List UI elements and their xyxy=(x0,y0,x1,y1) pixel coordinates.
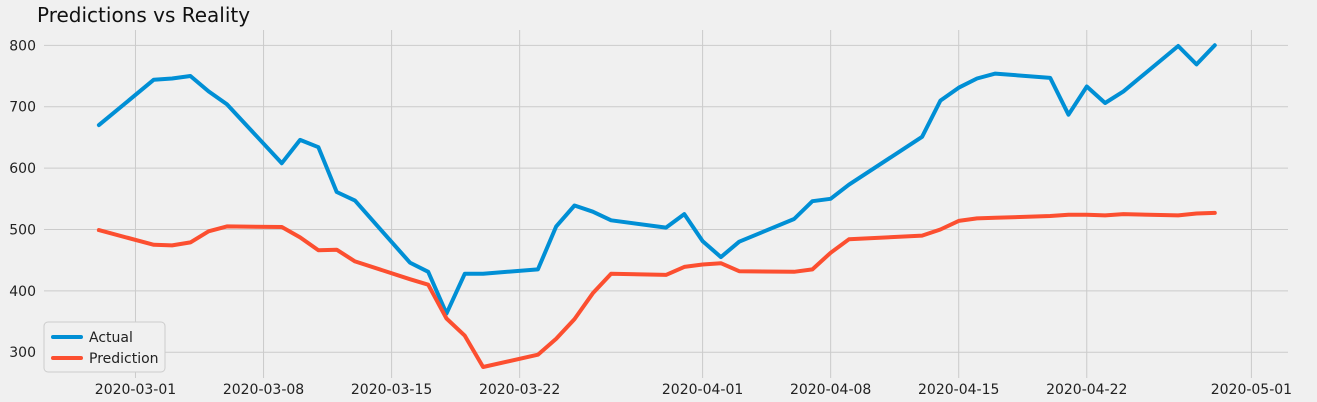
x-tick-label: 2020-04-15 xyxy=(918,382,999,398)
x-tick-label: 2020-03-22 xyxy=(479,382,560,398)
y-tick-label: 700 xyxy=(9,100,36,116)
y-axis-ticks: 300 400 500 600 700 800 xyxy=(9,38,36,361)
legend-label-actual: Actual xyxy=(89,330,133,346)
y-tick-label: 400 xyxy=(9,284,36,300)
series-lines xyxy=(96,43,1217,369)
y-tick-label: 800 xyxy=(9,38,36,54)
y-tick-label: 300 xyxy=(9,345,36,361)
legend-label-prediction: Prediction xyxy=(89,351,159,367)
x-axis-ticks: 2020-03-01 2020-03-08 2020-03-15 2020-03-22… xyxy=(95,382,1292,398)
grid xyxy=(44,30,1288,378)
x-tick-label: 2020-05-01 xyxy=(1211,382,1292,398)
x-tick-label: 2020-04-08 xyxy=(790,382,871,398)
series-line-actual xyxy=(96,43,1217,316)
series-line-prediction xyxy=(96,210,1217,369)
x-tick-label: 2020-04-01 xyxy=(662,382,743,398)
legend: Actual Prediction xyxy=(43,321,166,373)
x-tick-label: 2020-03-01 xyxy=(95,382,176,398)
x-tick-label: 2020-03-08 xyxy=(223,382,304,398)
chart-title: Predictions vs Reality xyxy=(37,3,250,27)
x-tick-label: 2020-03-15 xyxy=(351,382,432,398)
y-tick-label: 600 xyxy=(9,161,36,177)
y-tick-label: 500 xyxy=(9,222,36,238)
x-tick-label: 2020-04-22 xyxy=(1046,382,1127,398)
